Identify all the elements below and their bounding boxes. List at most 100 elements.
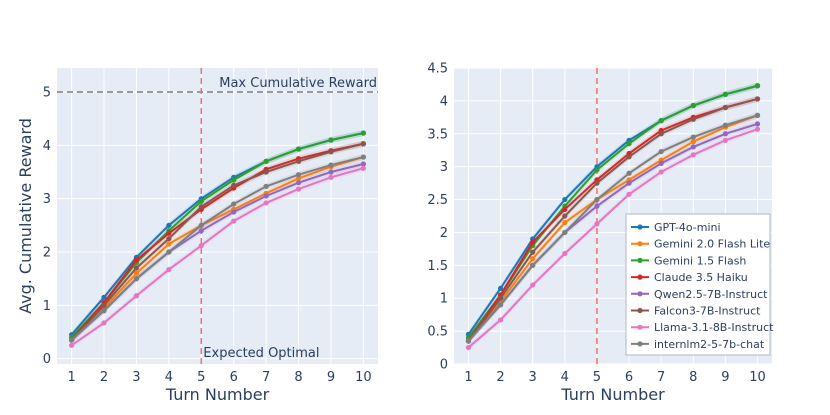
series-line — [71, 167, 364, 347]
data-point — [562, 219, 568, 226]
data-point — [198, 204, 204, 210]
data-point — [690, 139, 696, 145]
x-tick-label: 1 — [464, 370, 472, 385]
x-tick-label: 3 — [529, 370, 537, 385]
legend-label: internlm2-5-7b-chat — [654, 338, 765, 351]
data-point — [754, 126, 761, 132]
y-tick-label: 1 — [440, 292, 448, 307]
data-point — [166, 241, 172, 247]
data-point — [101, 308, 107, 314]
data-point — [101, 302, 107, 308]
plot-background — [57, 68, 378, 364]
data-point — [360, 141, 367, 147]
data-point — [133, 270, 140, 276]
data-point — [231, 182, 237, 188]
legend-item: GPT-4o-mini — [631, 221, 721, 234]
data-point — [722, 131, 729, 137]
data-point — [295, 172, 302, 178]
data-point — [594, 221, 600, 227]
x-tick-label: 10 — [749, 370, 766, 385]
data-point — [263, 158, 269, 164]
data-point — [360, 161, 367, 167]
data-point — [658, 118, 664, 124]
data-point — [690, 152, 696, 158]
data-point — [166, 249, 172, 255]
x-tick-label: 5 — [593, 370, 601, 385]
data-point — [198, 222, 204, 228]
data-point — [754, 121, 761, 127]
x-tick-label: 1 — [67, 370, 75, 385]
data-point — [231, 177, 237, 183]
legend-item: Llama-3.1-8B-Instruct — [631, 321, 774, 334]
data-point — [231, 209, 237, 215]
data-point — [562, 229, 568, 236]
data-point — [101, 320, 107, 326]
y-tick-label: 1 — [43, 299, 51, 314]
data-point — [754, 83, 761, 89]
data-point — [198, 198, 204, 204]
data-point — [690, 134, 696, 140]
series-line — [467, 97, 758, 342]
data-point — [530, 239, 536, 245]
x-tick-label: 3 — [132, 370, 140, 385]
legend-item: internlm2-5-7b-chat — [631, 338, 765, 351]
legend-swatch-marker — [637, 324, 643, 330]
data-point — [198, 243, 204, 249]
y-tick-label: 2 — [43, 246, 51, 261]
x-axis-title: Turn Number — [165, 385, 270, 404]
data-point — [497, 295, 504, 301]
data-point — [626, 170, 632, 176]
legend-swatch-marker — [637, 257, 643, 263]
data-point — [465, 344, 472, 351]
data-point — [497, 285, 504, 291]
data-point — [295, 180, 302, 186]
data-point — [133, 265, 140, 271]
x-axis-title: Turn Number — [560, 385, 665, 404]
series-line — [70, 142, 364, 341]
data-point — [690, 116, 696, 122]
series-falcon3-7b-instruct — [465, 95, 761, 344]
data-point — [658, 148, 664, 155]
data-point — [497, 302, 504, 308]
series-line — [70, 156, 364, 341]
legend-swatch-marker — [637, 341, 643, 347]
y-tick-label: 0 — [440, 358, 448, 373]
series-llama-3-1-8b-instruct — [465, 126, 761, 351]
y-tick-label: 0 — [43, 352, 51, 367]
data-point — [594, 196, 600, 203]
legend-label: GPT-4o-mini — [654, 221, 721, 234]
legend-label: Claude 3.5 Haiku — [654, 271, 748, 284]
data-point — [198, 228, 204, 234]
data-point — [530, 256, 536, 262]
data-point — [295, 158, 302, 164]
data-point — [295, 175, 302, 181]
x-tick-label: 6 — [625, 370, 633, 385]
y-tick-label: 4.5 — [427, 62, 448, 77]
legend-swatch-marker — [637, 224, 643, 230]
x-tick-label: 4 — [165, 370, 173, 385]
data-point — [133, 257, 140, 263]
x-tick-label: 6 — [230, 370, 238, 385]
series-line — [467, 114, 758, 342]
x-tick-label: 8 — [689, 370, 697, 385]
series-line — [467, 128, 758, 349]
y-axis-title: Avg. Cumulative Reward — [16, 118, 35, 314]
data-point — [328, 169, 334, 175]
data-point — [594, 167, 600, 173]
legend-item: Gemini 2.0 Flash Lite — [631, 238, 770, 251]
y-tick-label: 3 — [440, 160, 448, 175]
x-tick-label: 10 — [355, 370, 372, 385]
x-tick-label: 8 — [294, 370, 302, 385]
data-point — [295, 146, 302, 152]
data-point — [328, 162, 334, 168]
data-point — [658, 160, 664, 166]
legend-item: Gemini 1.5 Flash — [631, 254, 746, 267]
data-point — [626, 180, 632, 186]
data-point — [263, 183, 269, 189]
data-point — [722, 104, 729, 111]
y-tick-label: 3.5 — [427, 127, 448, 142]
data-point — [530, 282, 536, 288]
legend-item: Claude 3.5 Haiku — [631, 271, 748, 284]
